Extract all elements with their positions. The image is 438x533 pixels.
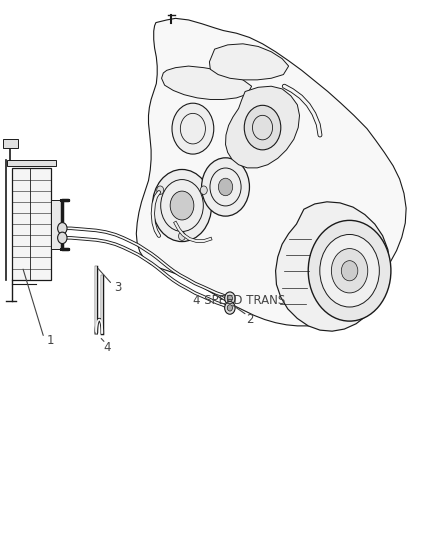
Circle shape [58,223,67,234]
Text: 1: 1 [46,334,54,347]
Circle shape [219,178,233,196]
Circle shape [332,248,368,293]
Text: 4: 4 [103,341,110,353]
Text: 4 SPEED TRANS: 4 SPEED TRANS [193,294,285,308]
Bar [12,168,51,280]
Circle shape [225,302,235,314]
Circle shape [200,186,207,195]
Circle shape [157,186,164,195]
Circle shape [172,103,214,154]
Circle shape [244,106,281,150]
Circle shape [225,292,235,305]
Circle shape [308,220,391,321]
Circle shape [320,235,379,307]
Circle shape [227,305,233,311]
Bar [51,199,61,248]
Circle shape [152,169,212,241]
Circle shape [227,295,233,302]
Polygon shape [136,18,406,326]
Bar [3,139,18,148]
Circle shape [341,261,358,281]
Text: 3: 3 [114,281,122,294]
Polygon shape [162,66,252,100]
Text: 2: 2 [247,313,254,326]
Polygon shape [209,44,289,80]
Circle shape [201,158,250,216]
Polygon shape [276,202,390,331]
Circle shape [58,232,67,244]
Circle shape [170,191,194,220]
Polygon shape [7,160,56,166]
Circle shape [179,232,185,240]
Polygon shape [226,86,300,168]
